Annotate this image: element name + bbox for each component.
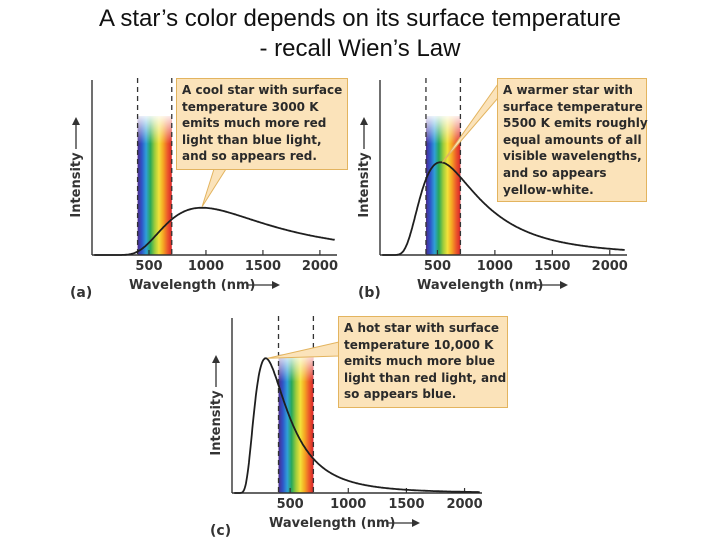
arrow-head bbox=[560, 281, 568, 289]
x-tick-label: 500 bbox=[135, 259, 162, 274]
annotation-box-c: A hot star with surface temperature 10,0… bbox=[338, 316, 508, 408]
x-tick-label: 1500 bbox=[388, 497, 424, 512]
panel-label-c: (c) bbox=[210, 523, 231, 539]
x-tick-label: 1000 bbox=[330, 497, 366, 512]
annotation-line: A cool star with surface bbox=[182, 83, 343, 97]
x-axis-label-a: Wavelength (nm) bbox=[129, 278, 255, 293]
y-axis-label-c: Intensity bbox=[209, 390, 224, 456]
annotation-line: emits much more red bbox=[182, 116, 327, 131]
annotation-line: temperature 10,000 K bbox=[344, 337, 494, 352]
blackbody-curve-c bbox=[234, 357, 480, 494]
y-axis-arrow-b bbox=[360, 117, 368, 149]
tick-labels-c: 500 1000 1500 2000 bbox=[277, 497, 483, 512]
x-axis-arrow-b bbox=[536, 281, 568, 289]
title-line-2: - recall Wien’s Law bbox=[259, 35, 461, 62]
panel-label-b: (b) bbox=[358, 285, 381, 301]
x-tick-label: 1000 bbox=[188, 259, 224, 274]
y-axis-label-b: Intensity bbox=[357, 152, 372, 218]
tick-labels-a: 500 1000 1500 2000 bbox=[135, 259, 338, 274]
y-axis-label-a: Intensity bbox=[69, 152, 84, 218]
y-axis-label-group-b: Intensity bbox=[357, 152, 372, 218]
x-axis-label-c: Wavelength (nm) bbox=[269, 516, 395, 531]
visible-band-fade bbox=[137, 116, 172, 255]
axes-a bbox=[91, 80, 337, 256]
arrow-head bbox=[72, 117, 80, 125]
y-axis-arrow-c bbox=[212, 355, 220, 387]
panel-label-a: (a) bbox=[70, 285, 92, 301]
x-tick-label: 500 bbox=[277, 497, 304, 512]
annotation-line: A warmer star with bbox=[503, 83, 633, 97]
visible-spectrum-band-a bbox=[137, 116, 172, 255]
arrow-head bbox=[360, 117, 368, 125]
annotation-box-b: A warmer star with surface temperature 5… bbox=[497, 78, 648, 202]
x-tick-label: 2000 bbox=[592, 259, 628, 274]
x-tick-label: 1000 bbox=[477, 259, 513, 274]
title-line-1: A star’s color depends on its surface te… bbox=[98, 5, 622, 32]
annotation-line: and so appears bbox=[503, 165, 607, 180]
visible-spectrum-band-c bbox=[278, 354, 314, 493]
annotation-line: A hot star with surface bbox=[344, 321, 500, 335]
arrow-head bbox=[272, 281, 280, 289]
x-axis-arrow-a bbox=[248, 281, 280, 289]
y-axis-label-group-c: Intensity bbox=[209, 390, 224, 456]
blackbody-curve-b bbox=[382, 161, 625, 256]
visible-band-markers-c bbox=[277, 316, 315, 493]
arrow-head bbox=[412, 519, 420, 527]
y-axis-label-group-a: Intensity bbox=[69, 152, 84, 218]
annotation-box-a: A cool star with surface temperature 300… bbox=[176, 78, 348, 170]
annotation-line: temperature 3000 K bbox=[182, 99, 319, 114]
annotation-line: visible wavelengths, bbox=[503, 149, 642, 164]
annotation-line: so appears blue. bbox=[344, 387, 457, 402]
annotation-line: light than blue light, bbox=[182, 132, 322, 147]
visible-band-fade bbox=[278, 354, 314, 493]
x-tick-label: 1500 bbox=[245, 259, 281, 274]
annotation-line: 5500 K emits roughly bbox=[503, 116, 648, 131]
x-tick-label: 2000 bbox=[302, 259, 338, 274]
annotation-line: light than red light, and bbox=[344, 370, 507, 385]
slide-title: A star’s color depends on its surface te… bbox=[0, 4, 720, 64]
visible-spectrum-band-b bbox=[425, 116, 461, 255]
blackbody-curve-a bbox=[94, 206, 335, 256]
y-axis-arrow-a bbox=[72, 117, 80, 149]
annotation-line: and so appears red. bbox=[182, 149, 317, 164]
annotation-line: yellow-white. bbox=[503, 182, 594, 197]
visible-band-markers-b bbox=[425, 78, 462, 255]
arrow-head bbox=[212, 355, 220, 363]
tick-labels-b: 500 1000 1500 2000 bbox=[424, 259, 628, 274]
x-tick-label: 500 bbox=[424, 259, 451, 274]
visible-band-markers-a bbox=[136, 78, 173, 255]
annotation-line: equal amounts of all bbox=[503, 132, 642, 147]
annotation-line: surface temperature bbox=[503, 99, 643, 114]
x-axis-label-b: Wavelength (nm) bbox=[417, 278, 543, 293]
x-tick-label: 1500 bbox=[534, 259, 570, 274]
x-axis-arrow-c bbox=[388, 519, 420, 527]
x-tick-label: 2000 bbox=[446, 497, 482, 512]
axes-b bbox=[379, 80, 627, 256]
visible-band-fade bbox=[425, 116, 461, 255]
annotation-line: emits much more blue bbox=[344, 354, 496, 369]
